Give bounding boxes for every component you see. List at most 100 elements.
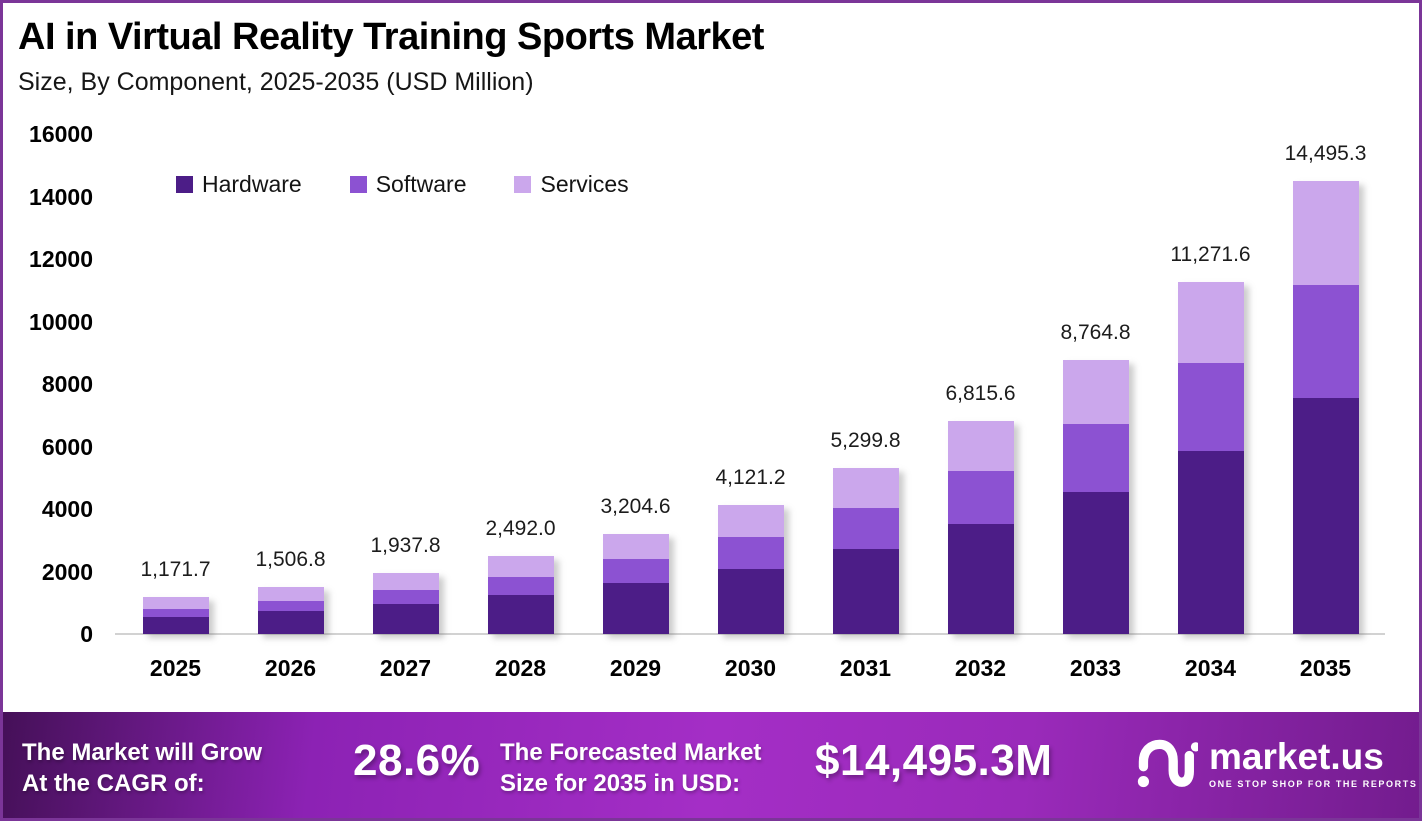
y-axis-tick-0: 0 (80, 621, 93, 647)
bar-segment-hardware-2031 (832, 549, 899, 634)
brand-logo: market.us ONE STOP SHOP FOR THE REPORTS (1136, 734, 1417, 792)
bar-segment-hardware-2032 (947, 524, 1014, 634)
bar-segment-software-2027 (372, 590, 439, 605)
brand-tagline: ONE STOP SHOP FOR THE REPORTS (1209, 778, 1418, 789)
forecast-caption: The Forecasted Market Size for 2035 in U… (500, 737, 761, 799)
bar-segment-software-2029 (602, 559, 669, 584)
bar-segment-services-2026 (257, 586, 324, 601)
bar-2033 (1062, 360, 1129, 634)
y-axis-tick-4000: 4000 (41, 496, 93, 522)
bar-2030 (717, 505, 784, 634)
bar-segment-hardware-2029 (602, 583, 669, 634)
bar-segment-software-2025 (142, 608, 209, 617)
stacked-bar-chart: 0 2000 4000 6000 8000 10000 12000 14000 16000 Har… (3, 3, 1419, 818)
bar-segment-hardware-2027 (372, 604, 439, 634)
x-axis-label-2028: 2028 (494, 655, 547, 681)
legend-item-software: Software (349, 171, 467, 198)
bar-total-2031: 5,299.8 (830, 429, 901, 453)
bar-segment-services-2028 (487, 556, 554, 577)
forecast-value: $14,495.3M (815, 736, 1053, 785)
forecast-caption-line2: Size for 2035 in USD: (500, 770, 741, 798)
bar-segment-software-2035 (1292, 284, 1359, 398)
cagr-caption: The Market will Grow At the CAGR of: (22, 737, 262, 799)
bar-total-2030: 4,121.2 (715, 466, 786, 490)
cagr-caption-line1: The Market will Grow (22, 739, 263, 766)
x-axis-label-2025: 2025 (149, 655, 202, 681)
forecast-caption-line1: The Forecasted Market (500, 739, 762, 766)
bar-segment-hardware-2026 (257, 611, 324, 634)
bar-total-2028: 2,492.0 (485, 517, 556, 541)
bar-total-2026: 1,506.8 (255, 547, 326, 571)
bar-total-2025: 1,171.7 (140, 558, 211, 582)
bar-segment-services-2030 (717, 505, 784, 537)
y-axis-tick-2000: 2000 (41, 558, 93, 585)
legend: Hardware Software Services (176, 171, 629, 198)
cagr-caption-line2: At the CAGR of: (22, 770, 205, 798)
legend-label-software: Software (375, 171, 467, 197)
page-subtitle: Size, By Component, 2025-2035 (USD Milli… (18, 67, 534, 96)
bar-2035 (1292, 181, 1359, 634)
legend-item-hardware: Hardware (176, 171, 302, 198)
bar-segment-services-2029 (602, 533, 669, 560)
legend-label-services: Services (540, 171, 629, 197)
bar-2027 (372, 573, 439, 634)
x-axis-line (115, 633, 1385, 635)
x-axis-label-2034: 2034 (1184, 655, 1237, 681)
bar-segment-services-2027 (372, 573, 439, 591)
x-axis-label-2031: 2031 (839, 655, 892, 681)
bar-total-2027: 1,937.8 (370, 534, 441, 558)
bar-segment-services-2034 (1177, 281, 1244, 363)
y-axis-tick-14000: 14000 (29, 183, 93, 210)
chart-header: AI in Virtual Reality Training Sports Ma… (18, 16, 764, 97)
legend-swatch-software (349, 176, 367, 193)
y-axis-tick-12000: 12000 (29, 246, 93, 272)
bar-2026 (257, 586, 324, 634)
market-us-logo-icon (1137, 739, 1198, 788)
legend-swatch-hardware (176, 176, 193, 193)
legend-label-hardware: Hardware (202, 171, 302, 197)
bar-segment-services-2032 (947, 421, 1014, 472)
y-axis-tick-16000: 16000 (29, 121, 93, 147)
legend-item-services: Services (514, 171, 629, 198)
x-axis-label-2030: 2030 (724, 655, 777, 681)
bar-2031 (832, 468, 899, 634)
bar-segment-hardware-2035 (1292, 397, 1359, 634)
bar-segment-services-2035 (1292, 181, 1359, 285)
x-axis-label-2033: 2033 (1069, 655, 1122, 681)
legend-swatch-services (514, 176, 532, 193)
bar-segment-software-2033 (1062, 423, 1129, 492)
bar-total-2035: 14,495.3 (1284, 142, 1367, 166)
bar-segment-software-2032 (947, 471, 1014, 525)
summary-banner: The Market will Grow At the CAGR of: 28.… (3, 712, 1419, 818)
bar-total-2034: 11,271.6 (1170, 242, 1251, 266)
bar-segment-hardware-2033 (1062, 491, 1129, 634)
bar-segment-hardware-2025 (142, 616, 209, 634)
x-axis-label-2026: 2026 (264, 655, 317, 681)
bar-segment-services-2033 (1062, 360, 1129, 424)
brand-name: market.us (1209, 735, 1384, 777)
cagr-value: 28.6% (353, 736, 481, 785)
bar-segment-hardware-2028 (487, 595, 554, 634)
bar-segment-software-2030 (717, 537, 784, 569)
y-axis-tick-10000: 10000 (29, 308, 93, 335)
x-axis-label-2027: 2027 (379, 655, 432, 681)
bar-segment-software-2028 (487, 576, 554, 596)
bar-total-2033: 8,764.8 (1060, 321, 1131, 345)
y-axis-tick-6000: 6000 (41, 433, 93, 460)
bar-segment-services-2031 (832, 468, 899, 509)
bar-2034 (1177, 281, 1244, 634)
x-axis-label-2035: 2035 (1299, 655, 1352, 681)
brand-text: market.us ONE STOP SHOP FOR THE REPORTS (1209, 738, 1417, 789)
bar-segment-hardware-2034 (1177, 450, 1244, 634)
y-axis-tick-8000: 8000 (41, 371, 93, 397)
bar-segment-software-2031 (832, 508, 899, 550)
bar-segment-software-2034 (1177, 362, 1244, 451)
page-title: AI in Virtual Reality Training Sports Ma… (18, 16, 764, 58)
bar-segment-services-2025 (142, 597, 209, 609)
bar-2025 (142, 597, 209, 634)
bar-2028 (487, 556, 554, 634)
bar-2032 (947, 421, 1014, 634)
bar-segment-hardware-2030 (717, 568, 784, 634)
x-axis-label-2032: 2032 (954, 655, 1007, 681)
bar-segment-software-2026 (257, 600, 324, 612)
